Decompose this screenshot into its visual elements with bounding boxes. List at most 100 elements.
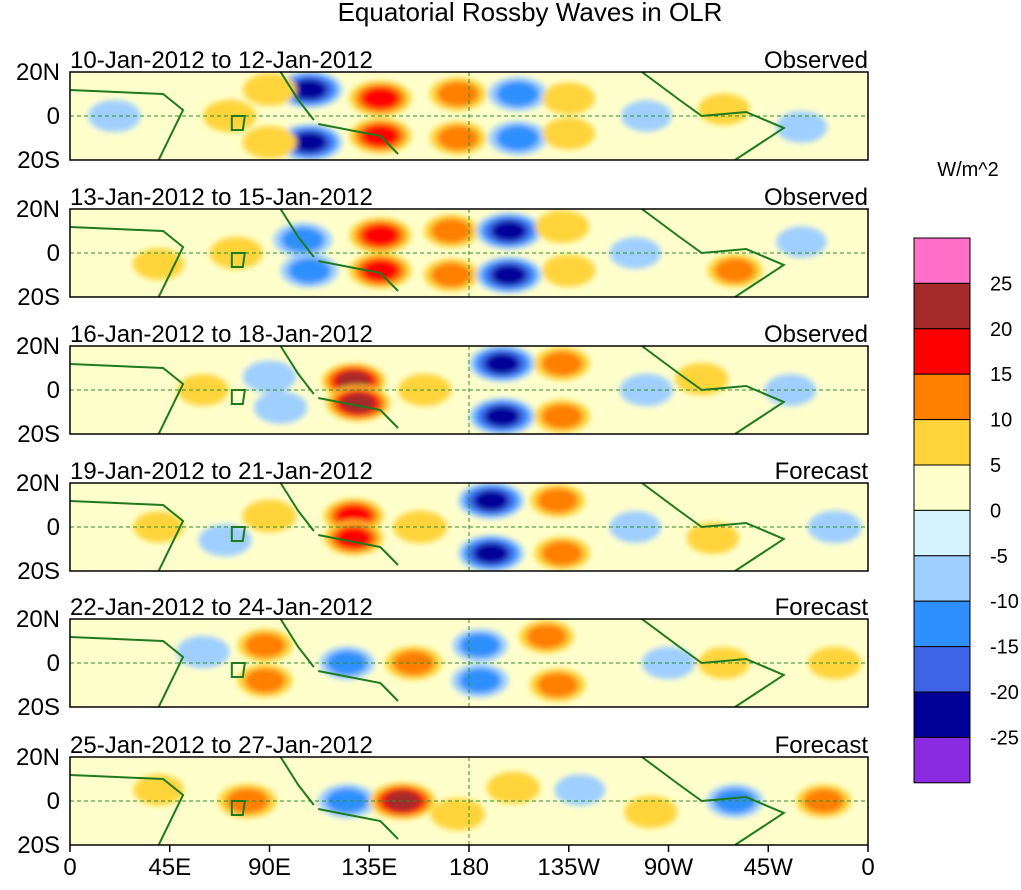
- colorbar-label: 20: [990, 319, 1012, 341]
- anomaly-contour: [542, 82, 595, 115]
- maritime-continent-coast: [279, 346, 399, 429]
- anomaly-contour: [242, 126, 297, 159]
- anomaly-contour: [675, 362, 729, 396]
- anomaly-feature: [534, 346, 591, 381]
- y-tick-label: 0: [47, 788, 60, 815]
- anomaly-contour: [325, 788, 369, 814]
- anomaly-contour: [541, 351, 583, 377]
- anomaly-feature: [280, 253, 339, 288]
- maritime-continent-coast: [279, 209, 399, 292]
- anomaly-contour: [436, 81, 479, 107]
- anomaly-feature: [796, 784, 852, 818]
- anomaly-contour: [361, 87, 400, 110]
- maritime-continent-coast: [279, 619, 399, 702]
- colorbar: 25 20 15 10 5 0 -5 -10 -15 -20 -25: [913, 237, 1019, 784]
- anomaly-feature: [529, 668, 586, 702]
- colorbar-swatch: [913, 509, 971, 557]
- anomaly-contour: [486, 771, 540, 804]
- anomaly-contour: [624, 795, 678, 829]
- maritime-continent-coast: [279, 483, 399, 566]
- anomaly-feature: [349, 217, 412, 254]
- anomaly-feature: [554, 774, 606, 806]
- colorbar-label: -25: [990, 727, 1019, 749]
- anomaly-feature: [534, 399, 591, 434]
- coastlines: [70, 72, 786, 160]
- maldives-box: [230, 662, 246, 678]
- y-tick-label: 0: [47, 514, 60, 541]
- anomaly-feature: [707, 254, 763, 288]
- x-tick-label: 90W: [644, 854, 694, 881]
- anomaly-feature: [698, 93, 750, 126]
- panel-2: 20N 0 20S 13-Jan-2012 to 15-Jan-2012 Observe…: [16, 184, 869, 311]
- anomaly-feature: [534, 536, 591, 571]
- anomaly-field: [88, 72, 828, 160]
- anomaly-contour: [281, 226, 325, 253]
- anomaly-field: [176, 620, 862, 702]
- y-tick-label: 20N: [16, 606, 60, 633]
- anomaly-feature: [133, 774, 184, 806]
- anomaly-contour: [253, 391, 308, 424]
- anomaly-contour: [437, 125, 479, 151]
- panel-3: 20N 0 20S 16-Jan-2012 to 18-Jan-2012 Observe…: [16, 321, 869, 448]
- anomaly-feature: [242, 126, 297, 159]
- coastlines: [70, 346, 786, 434]
- panel-status: Observed: [764, 184, 868, 211]
- panel-plot-area: [70, 209, 868, 297]
- anomaly-feature: [764, 374, 817, 406]
- anomaly-feature: [133, 511, 184, 543]
- anomaly-feature: [530, 484, 586, 518]
- anomaly-feature: [519, 620, 575, 654]
- anomaly-contour: [473, 490, 509, 511]
- anomaly-feature: [242, 360, 297, 393]
- panel-frame: [69, 345, 869, 435]
- colorbar-swatch: [913, 419, 971, 466]
- panel-date-range: 19-Jan-2012 to 21-Jan-2012: [70, 458, 373, 485]
- maldives-box: [230, 115, 246, 131]
- colorbar-label: 5: [990, 455, 1001, 477]
- y-tick-label: 20N: [16, 59, 60, 86]
- panel-6: 20N 0 20S 25-Jan-2012 to 27-Jan-2012 Forecas…: [16, 732, 869, 859]
- africa-coast: [70, 226, 185, 297]
- anomaly-feature: [237, 628, 293, 662]
- y-tick-label: 20S: [17, 421, 60, 448]
- y-tick-label: 20S: [17, 147, 60, 174]
- anomaly-feature: [686, 521, 739, 555]
- anomaly-contour: [496, 81, 540, 107]
- anomaly-field: [177, 346, 817, 434]
- colorbar-units-label: W/m^2: [937, 159, 999, 181]
- colorbar-swatch: [913, 600, 971, 648]
- x-axis: 0 45E 90E 135E 180 135W 90W 45W 0: [63, 845, 875, 881]
- anomaly-feature: [542, 117, 595, 150]
- anomaly-contour: [484, 353, 520, 374]
- chart-title: Equatorial Rossby Waves in OLR: [338, 0, 723, 27]
- y-tick-label: 0: [47, 240, 60, 267]
- anomaly-field: [133, 483, 862, 571]
- panel-plot-area: [70, 346, 868, 434]
- anomaly-contour: [244, 668, 286, 694]
- anomaly-feature: [237, 664, 293, 698]
- americas-coast: [641, 346, 786, 434]
- anomaly-feature: [452, 628, 508, 662]
- anomaly-contour: [133, 511, 184, 543]
- anomaly-feature: [476, 256, 542, 294]
- anomaly-contour: [541, 403, 583, 429]
- anomaly-contour: [764, 374, 817, 406]
- anomaly-contour: [776, 226, 827, 258]
- y-tick-label: 20S: [17, 558, 60, 585]
- anomaly-contour: [326, 650, 368, 676]
- panel-date-range: 16-Jan-2012 to 18-Jan-2012: [70, 321, 373, 348]
- maritime-continent-coast: [279, 72, 399, 155]
- x-tick-label: 45W: [744, 854, 794, 881]
- panel-plot-area: [70, 619, 868, 707]
- y-tick-label: 20N: [16, 470, 60, 497]
- anomaly-contour: [198, 524, 252, 557]
- panel-frame: [69, 482, 869, 572]
- anomaly-feature: [423, 214, 479, 248]
- anomaly-feature: [349, 80, 412, 117]
- colorbar-label: 25: [990, 273, 1012, 295]
- anomaly-contour: [292, 132, 327, 153]
- anomaly-feature: [276, 72, 343, 108]
- x-tick-label: 180: [449, 854, 489, 881]
- anomaly-contour: [609, 511, 661, 543]
- anomaly-contour: [686, 521, 739, 555]
